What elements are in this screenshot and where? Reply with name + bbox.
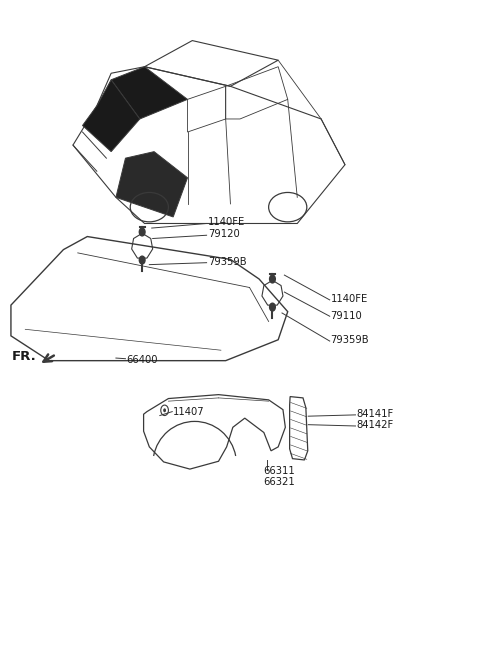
Text: 1140FE: 1140FE <box>208 217 245 227</box>
Text: 66400: 66400 <box>126 355 158 365</box>
Text: 79359B: 79359B <box>208 257 247 267</box>
Circle shape <box>139 256 145 264</box>
Text: 79110: 79110 <box>331 310 362 321</box>
Circle shape <box>270 275 276 283</box>
Text: 79120: 79120 <box>208 229 240 239</box>
Circle shape <box>139 228 145 236</box>
Text: 84141F: 84141F <box>357 409 394 419</box>
Text: 66311: 66311 <box>263 466 295 476</box>
Text: 11407: 11407 <box>173 407 205 417</box>
Polygon shape <box>111 67 188 119</box>
Text: 1140FE: 1140FE <box>331 294 368 304</box>
Text: 66321: 66321 <box>263 477 295 487</box>
Text: 84142F: 84142F <box>357 420 394 430</box>
Text: FR.: FR. <box>12 350 36 363</box>
Polygon shape <box>83 80 140 152</box>
Text: 79359B: 79359B <box>331 335 369 346</box>
Circle shape <box>270 303 276 311</box>
Polygon shape <box>116 152 188 217</box>
Circle shape <box>163 408 166 412</box>
